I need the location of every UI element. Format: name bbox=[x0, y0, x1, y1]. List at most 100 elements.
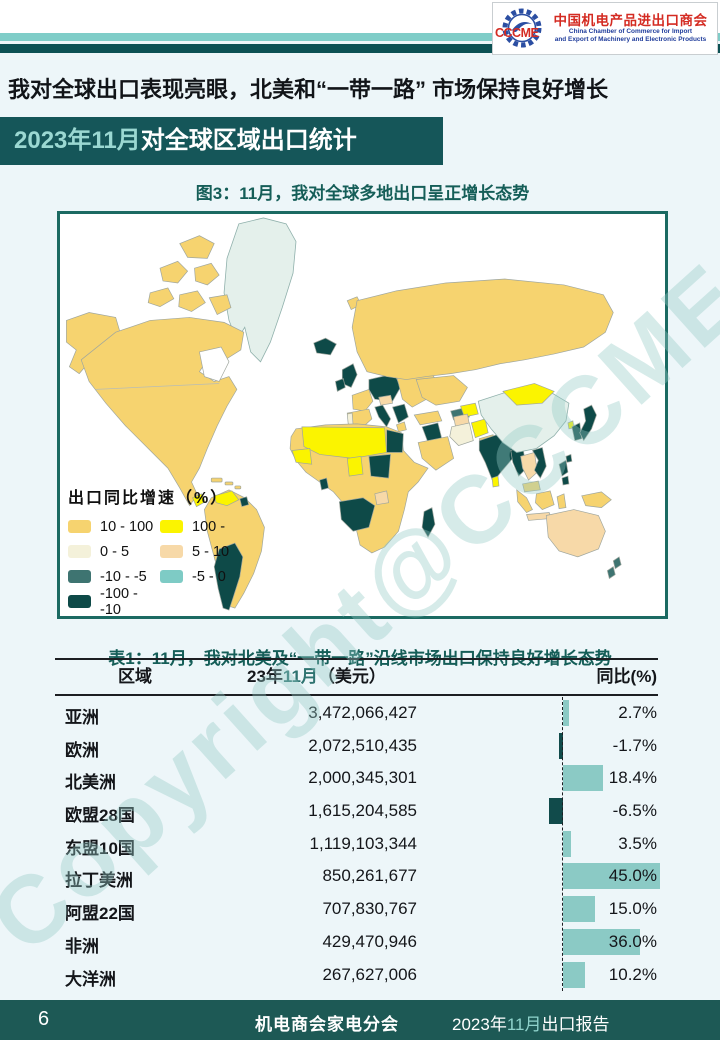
column-header-value-unit: （美元） bbox=[317, 667, 386, 686]
yoy-bar bbox=[563, 830, 571, 857]
yoy-bar bbox=[563, 896, 595, 923]
legend-item: -10 - -5 bbox=[68, 569, 160, 585]
yoy-cell: 2.7% bbox=[618, 703, 657, 722]
value-cell: 850,261,677 bbox=[322, 866, 417, 886]
legend-swatch bbox=[160, 520, 183, 533]
yoy-cell: 3.5% bbox=[618, 833, 657, 853]
region-cell: 拉丁美洲 bbox=[65, 871, 133, 891]
region-cell: 北美洲 bbox=[65, 773, 116, 793]
table-row: 东盟10国 1,119,103,344 3.5% bbox=[0, 828, 720, 861]
yoy-cell: -6.5% bbox=[612, 801, 657, 821]
column-header-yoy: 同比(%) bbox=[596, 667, 657, 686]
map-legend: 出口同比增速（%） 10 - 100 100 - 0 - 5 5 - 10 -10 - … bbox=[68, 484, 229, 618]
banner-text: 对全球区域出口统计 bbox=[140, 127, 357, 154]
yoy-bar bbox=[559, 732, 563, 759]
legend-swatch bbox=[68, 595, 91, 608]
legend-label: -5 - 0 bbox=[192, 568, 226, 585]
yoy-cell: 15.0% bbox=[608, 899, 657, 919]
region-cell: 阿盟22国 bbox=[65, 904, 135, 924]
yoy-cell: 10.2% bbox=[608, 964, 657, 984]
table-row: 拉丁美洲 850,261,677 45.0% bbox=[0, 860, 720, 893]
legend-label: 5 - 10 bbox=[192, 543, 230, 560]
yoy-cell: 45.0% bbox=[608, 866, 657, 886]
table-row: 大洋洲 267,627,006 10.2% bbox=[0, 959, 720, 992]
yoy-bar bbox=[563, 961, 585, 988]
table-row: 亚洲 3,472,066,427 2.7% bbox=[0, 697, 720, 730]
page-title: 我对全球出口表现亮眼，北美和“一带一路” 市场保持良好增长 bbox=[8, 77, 609, 102]
page-number: 6 bbox=[38, 1008, 50, 1030]
section-banner: 2023年11月对全球区域出口统计 bbox=[0, 117, 443, 165]
header-bar-dark bbox=[0, 44, 720, 53]
table-row: 欧洲 2,072,510,435 -1.7% bbox=[0, 730, 720, 763]
value-cell: 1,119,103,344 bbox=[309, 833, 417, 853]
region-cell: 东盟10国 bbox=[65, 838, 135, 858]
table-rule-header-bottom bbox=[55, 694, 658, 696]
table-row: 非洲 429,470,946 36.0% bbox=[0, 926, 720, 959]
legend-item: 0 - 5 bbox=[68, 544, 160, 560]
yoy-cell: -1.7% bbox=[612, 735, 657, 755]
banner-date: 2023年11月 bbox=[14, 127, 141, 154]
legend-swatch bbox=[68, 570, 91, 583]
column-header-region: 区域 bbox=[118, 667, 152, 686]
value-cell: 3,472,066,427 bbox=[308, 703, 417, 722]
value-cell: 2,072,510,435 bbox=[308, 735, 417, 755]
bar-zero-axis bbox=[562, 697, 563, 991]
page-footer: 6 机电商会家电分会 2023年11月出口报告 bbox=[0, 1000, 720, 1040]
yoy-bar bbox=[563, 700, 569, 726]
svg-text:CCCME: CCCME bbox=[495, 26, 538, 40]
logo-subtitle-en-2: and Export of Machinery and Electronic P… bbox=[554, 36, 707, 43]
legend-item: 5 - 10 bbox=[160, 544, 229, 560]
legend-swatch bbox=[160, 545, 183, 558]
map-legend-items: 10 - 100 100 - 0 - 5 5 - 10 -10 - -5 -5 - 0 -1… bbox=[68, 514, 229, 618]
value-cell: 429,470,946 bbox=[322, 931, 417, 951]
table-rule-top bbox=[55, 658, 658, 660]
legend-swatch bbox=[160, 570, 183, 583]
legend-label: 0 - 5 bbox=[100, 543, 130, 560]
footer-report-name: 2023年11月出口报告 bbox=[452, 1010, 609, 1035]
table-row: 阿盟22国 707,830,767 15.0% bbox=[0, 893, 720, 926]
header-bar-light bbox=[0, 33, 720, 41]
region-cell: 大洋洲 bbox=[65, 969, 116, 989]
footer-division: 机电商会家电分会 bbox=[255, 1015, 399, 1034]
legend-item: -5 - 0 bbox=[160, 569, 229, 585]
logo-subtitle-en-1: China Chamber of Commerce for Import bbox=[568, 28, 693, 35]
legend-label: -100 - -10 bbox=[100, 585, 138, 618]
world-map-frame: 出口同比增速（%） 10 - 100 100 - 0 - 5 5 - 10 -10 - … bbox=[57, 211, 668, 619]
footer-report-suffix: 出口报告 bbox=[541, 1015, 610, 1034]
region-cell: 非洲 bbox=[65, 936, 99, 956]
yoy-cell: 36.0% bbox=[608, 931, 657, 951]
column-header-value: 23年11月（美元） bbox=[247, 662, 386, 687]
footer-report-month: 11月 bbox=[506, 1015, 542, 1034]
region-cell: 欧洲 bbox=[65, 740, 99, 760]
table-header: 区域 23年11月（美元） 同比(%) bbox=[0, 662, 720, 692]
legend-swatch bbox=[68, 545, 91, 558]
value-cell: 1,615,204,585 bbox=[308, 801, 417, 821]
legend-label: -10 - -5 bbox=[100, 568, 147, 585]
yoy-bar bbox=[549, 798, 563, 825]
column-header-value-prefix: 23年 bbox=[247, 667, 283, 686]
legend-label: 100 - bbox=[192, 518, 226, 535]
yoy-bar bbox=[563, 765, 603, 792]
value-cell: 707,830,767 bbox=[322, 899, 417, 919]
table-row: 北美洲 2,000,345,301 18.4% bbox=[0, 762, 720, 795]
value-cell: 267,627,006 bbox=[322, 964, 417, 984]
cccme-gear-icon: CCCME bbox=[493, 4, 547, 54]
table-rows: 亚洲 3,472,066,427 2.7% 欧洲 2,072,510,435 -1.7% 北… bbox=[0, 697, 720, 991]
value-cell: 2,000,345,301 bbox=[308, 768, 417, 788]
legend-item: -100 - -10 bbox=[68, 586, 160, 618]
legend-label: 10 - 100 bbox=[100, 518, 154, 535]
yoy-bar bbox=[563, 928, 640, 955]
legend-item: 100 - bbox=[160, 519, 229, 535]
yoy-cell: 18.4% bbox=[608, 768, 657, 788]
legend-swatch bbox=[68, 520, 91, 533]
logo-title-cn: 中国机电产品进出口商会 bbox=[553, 13, 708, 28]
map-legend-title: 出口同比增速（%） bbox=[68, 490, 229, 507]
org-logo: CCCME 中国机电产品进出口商会 China Chamber of Comme… bbox=[492, 2, 718, 55]
region-cell: 亚洲 bbox=[65, 708, 99, 727]
footer-report-year: 2023年 bbox=[452, 1015, 507, 1034]
column-header-value-month: 11月 bbox=[282, 667, 318, 686]
yoy-bar bbox=[563, 863, 660, 890]
legend-item: 10 - 100 bbox=[68, 519, 160, 535]
figure-title: 图3：11月，我对全球多地出口呈正增长态势 bbox=[195, 184, 530, 203]
table-row: 欧盟28国 1,615,204,585 -6.5% bbox=[0, 795, 720, 828]
